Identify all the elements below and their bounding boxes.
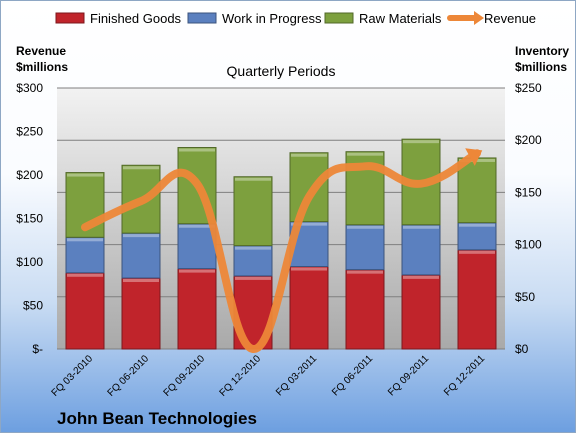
bar-finished-goods bbox=[65, 272, 105, 350]
legend-swatch-arrow bbox=[474, 11, 484, 25]
bar-highlight bbox=[179, 269, 215, 273]
company-name: John Bean Technologies bbox=[57, 409, 257, 428]
legend-label: Revenue bbox=[484, 11, 536, 26]
legend-label: Work in Progress bbox=[222, 11, 322, 26]
bar-finished-goods bbox=[457, 249, 497, 350]
y-left-tick-label: $100 bbox=[16, 255, 43, 269]
bar-finished-goods bbox=[401, 274, 441, 350]
revenue-arrowhead bbox=[465, 148, 483, 166]
y-left-tick-label: $300 bbox=[16, 81, 43, 95]
legend-swatch bbox=[55, 12, 85, 24]
chart-subtitle: Quarterly Periods bbox=[227, 63, 336, 79]
bar-highlight bbox=[459, 223, 495, 227]
bar-raw-materials bbox=[457, 157, 497, 224]
y-left-tick-label: $250 bbox=[16, 125, 43, 139]
legend-swatch bbox=[324, 12, 354, 24]
bar-finished-goods bbox=[289, 266, 329, 350]
x-tick-label: FQ 09-2011 bbox=[386, 353, 431, 398]
bar-highlight bbox=[67, 238, 103, 242]
y-right-tick-label: $150 bbox=[515, 185, 542, 199]
bar-finished-goods bbox=[345, 269, 385, 350]
bar-highlight bbox=[179, 148, 215, 152]
legend: Finished Goods Work in Progress Raw Materi… bbox=[55, 11, 536, 26]
bar-highlight bbox=[179, 224, 215, 228]
bar-highlight bbox=[235, 246, 271, 250]
bar-highlight bbox=[123, 234, 159, 238]
y-left-tick-label: $- bbox=[32, 342, 43, 356]
bar-work-in-progress bbox=[233, 245, 273, 277]
bar-highlight bbox=[123, 166, 159, 170]
y-right-tick-label: $100 bbox=[515, 238, 542, 252]
bar-finished-goods bbox=[121, 277, 161, 350]
x-tick-label: FQ 12-2010 bbox=[218, 353, 264, 399]
y-left-tick-label: $50 bbox=[23, 299, 43, 313]
legend-label: Raw Materials bbox=[359, 11, 442, 26]
x-tick-label: FQ 03-2011 bbox=[274, 353, 319, 398]
x-tick-label: FQ 03-2010 bbox=[50, 353, 96, 399]
bar-highlight bbox=[403, 140, 439, 144]
bar-highlight bbox=[403, 275, 439, 279]
bar-highlight bbox=[291, 267, 327, 271]
bar-highlight bbox=[67, 173, 103, 177]
bar-highlight bbox=[235, 276, 271, 280]
y-right-tick-label: $50 bbox=[515, 290, 535, 304]
bar-work-in-progress bbox=[345, 224, 385, 271]
y-left-title-line2: $millions bbox=[16, 60, 68, 74]
bars bbox=[65, 138, 497, 350]
bar-work-in-progress bbox=[65, 236, 105, 274]
legend-label: Finished Goods bbox=[90, 11, 182, 26]
bar-highlight bbox=[403, 225, 439, 229]
bar-work-in-progress bbox=[177, 223, 217, 270]
y-right-tick-label: $0 bbox=[515, 342, 529, 356]
bar-highlight bbox=[459, 250, 495, 254]
x-tick-label: FQ 06-2010 bbox=[106, 353, 152, 399]
y-left-tick-label: $150 bbox=[16, 212, 43, 226]
y-right-tick-label: $250 bbox=[515, 81, 542, 95]
revenue-line bbox=[81, 148, 483, 353]
bar-highlight bbox=[123, 279, 159, 283]
y-right-title-line1: Inventory bbox=[515, 44, 569, 58]
bar-highlight bbox=[347, 152, 383, 156]
y-right-tick-label: $200 bbox=[515, 133, 542, 147]
bar-highlight bbox=[67, 273, 103, 277]
x-tick-label: FQ 12-2011 bbox=[442, 353, 487, 398]
y-left-tick-label: $200 bbox=[16, 168, 43, 182]
bar-work-in-progress bbox=[401, 224, 441, 276]
bar-work-in-progress bbox=[121, 232, 161, 279]
x-tick-label: FQ 06-2011 bbox=[330, 353, 375, 398]
y-left-title-line1: Revenue bbox=[16, 44, 66, 58]
bar-work-in-progress bbox=[457, 222, 497, 251]
x-tick-label: FQ 09-2010 bbox=[162, 353, 208, 399]
bar-raw-materials bbox=[289, 152, 329, 223]
bar-highlight bbox=[291, 222, 327, 226]
bar-highlight bbox=[347, 225, 383, 229]
bar-highlight bbox=[347, 270, 383, 274]
legend-swatch bbox=[187, 12, 217, 24]
bar-highlight bbox=[235, 177, 271, 181]
y-left-ticks: $- $50 $100 $150 $200 $250 $300 bbox=[16, 81, 43, 356]
revenue-line-path bbox=[81, 149, 481, 353]
bar-highlight bbox=[291, 153, 327, 157]
x-ticks: FQ 03-2010 FQ 06-2010 FQ 09-2010 FQ 12-2010… bbox=[50, 353, 488, 399]
y-right-title-line2: $millions bbox=[515, 60, 567, 74]
y-right-ticks: $0 $50 $100 $150 $200 $250 bbox=[515, 81, 542, 356]
bar-raw-materials bbox=[233, 176, 273, 247]
bar-finished-goods bbox=[177, 268, 217, 350]
